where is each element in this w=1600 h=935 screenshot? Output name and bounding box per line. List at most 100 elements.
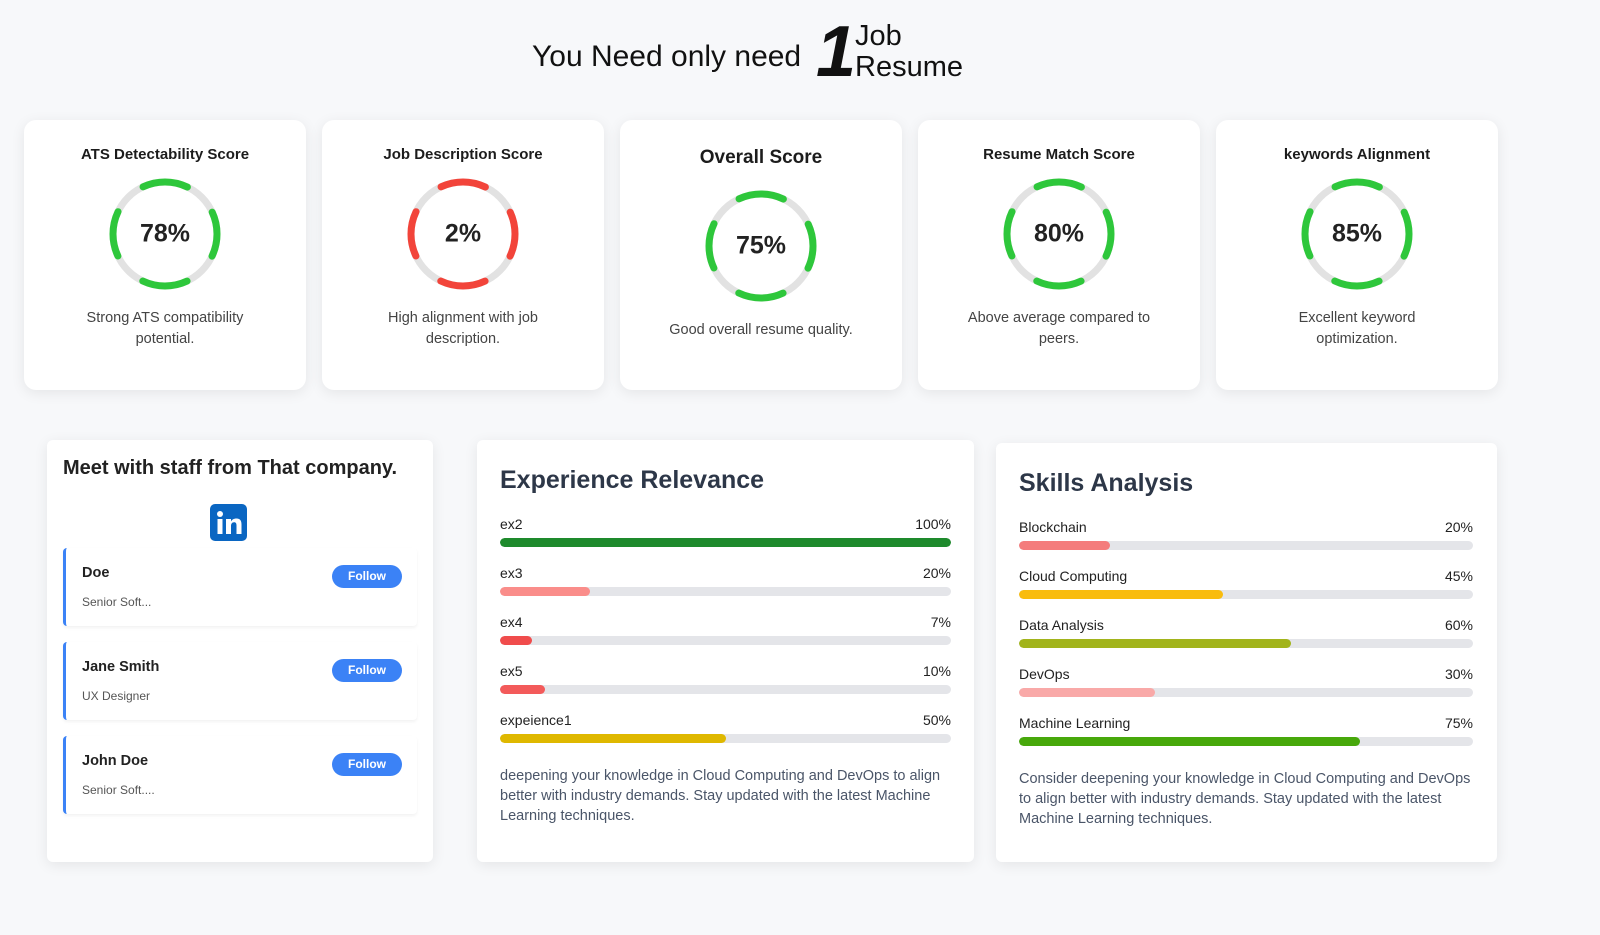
- row-label: ex5: [500, 663, 523, 679]
- score-ring: 78%: [109, 178, 221, 290]
- follow-button[interactable]: Follow: [332, 565, 402, 588]
- bar-track: [500, 587, 951, 596]
- ring-arc: [1003, 178, 1115, 290]
- staff-title: Meet with staff from That company.: [63, 457, 398, 479]
- score-description: Above average compared to peers.: [967, 310, 1151, 347]
- person-role: Senior Soft...: [82, 595, 152, 609]
- follow-button[interactable]: Follow: [332, 659, 402, 682]
- section-note: deepening your knowledge in Cloud Comput…: [500, 768, 941, 824]
- row-value: 30%: [1444, 666, 1473, 682]
- row-label: expeience1: [500, 712, 572, 728]
- score-description: High alignment with job description.: [388, 310, 538, 347]
- score-card: Job Description Score 2% High alignment wi…: [322, 120, 604, 390]
- score-card: keywords Alignment 85% Excellent keyword o…: [1216, 120, 1498, 390]
- score-label: 85%: [1332, 220, 1382, 248]
- header-tagline: Job Resume: [855, 21, 963, 83]
- bar-fill: [500, 636, 532, 645]
- score-card: Overall Score 75% Good overall resume qual…: [620, 120, 902, 390]
- ring-arc: [1301, 178, 1413, 290]
- score-ring: 2%: [407, 178, 519, 290]
- score-label: 75%: [736, 232, 786, 260]
- row-value: 60%: [1444, 617, 1473, 633]
- bar-track: [500, 538, 951, 547]
- row-value: 50%: [922, 712, 951, 728]
- skills-card: Skills Analysis Blockchain 20% Cloud Comput…: [996, 443, 1497, 862]
- row-value: 20%: [1444, 519, 1473, 535]
- row-label: Machine Learning: [1019, 715, 1131, 731]
- row-label: ex2: [500, 516, 523, 532]
- bar-fill: [1019, 541, 1110, 550]
- bar-fill: [500, 685, 546, 694]
- score-label: 78%: [140, 220, 190, 248]
- row-label: ex3: [500, 565, 523, 581]
- bar-track: [1019, 639, 1473, 648]
- staff-person: John Doe Senior Soft.... Follow: [63, 736, 417, 814]
- bar-fill: [500, 734, 726, 743]
- person-role: Senior Soft....: [82, 783, 155, 797]
- score-description: Excellent keyword optimization.: [1298, 310, 1416, 347]
- row-value: 45%: [1444, 568, 1473, 584]
- score-description: Good overall resume quality.: [669, 322, 853, 338]
- score-title: ATS Detectability Score: [80, 146, 250, 163]
- score-card: ATS Detectability Score 78% Strong ATS com…: [24, 120, 306, 390]
- score-ring: 75%: [705, 190, 817, 302]
- section-title: Skills Analysis: [1019, 469, 1194, 497]
- icon-n: [226, 518, 242, 534]
- icon-dot: [217, 511, 223, 517]
- bar-fill: [1019, 639, 1292, 648]
- bar-track: [500, 636, 951, 645]
- header-number: 1: [816, 12, 857, 92]
- bar-fill: [1019, 590, 1224, 599]
- score-ring: 85%: [1301, 178, 1413, 290]
- ring-arc: [407, 178, 519, 290]
- follow-button[interactable]: Follow: [332, 753, 402, 776]
- bar-track: [1019, 688, 1473, 697]
- tagline-line: Resume: [855, 51, 963, 83]
- row-label: DevOps: [1019, 666, 1070, 682]
- score-label: 80%: [1034, 220, 1084, 248]
- score-label: 2%: [445, 220, 481, 248]
- bar-fill: [1019, 737, 1360, 746]
- row-value: 100%: [915, 516, 951, 532]
- bar-track: [1019, 590, 1473, 599]
- bar-track: [500, 734, 951, 743]
- row-value: 20%: [922, 565, 951, 581]
- score-title: Overall Score: [699, 147, 823, 168]
- header-title: You Need only need: [532, 40, 802, 73]
- ring-arc: [109, 178, 221, 290]
- row-label: Blockchain: [1019, 519, 1087, 535]
- tagline-line: Job: [855, 20, 902, 52]
- bar-track: [1019, 541, 1473, 550]
- ring-arc: [705, 190, 817, 302]
- bar-track: [500, 685, 951, 694]
- person-role: UX Designer: [82, 689, 151, 703]
- score-title: Resume Match Score: [983, 146, 1135, 163]
- linkedin-icon: [210, 504, 247, 541]
- row-label: Data Analysis: [1019, 617, 1104, 633]
- score-title: keywords Alignment: [1283, 146, 1431, 163]
- icon-stem: [217, 519, 223, 534]
- person-name: Doe: [82, 565, 110, 581]
- row-value: 10%: [922, 663, 951, 679]
- row-value: 7%: [930, 614, 951, 630]
- staff-card: Meet with staff from That company. Doe Sen…: [47, 440, 433, 862]
- row-value: 75%: [1444, 715, 1473, 731]
- person-name: Jane Smith: [82, 659, 160, 675]
- bar-fill: [500, 587, 591, 596]
- score-ring: 80%: [1003, 178, 1115, 290]
- experience-card: Experience Relevance ex2 100% ex3 20% ex4 7% ex…: [477, 440, 974, 862]
- bar-track: [1019, 737, 1473, 746]
- staff-person: Jane Smith UX Designer Follow: [63, 642, 417, 720]
- bar-fill: [500, 538, 951, 547]
- score-description: Strong ATS compatibility potential.: [86, 310, 244, 347]
- section-title: Experience Relevance: [500, 466, 765, 494]
- staff-person: Doe Senior Soft... Follow: [63, 548, 417, 626]
- person-name: John Doe: [82, 753, 149, 769]
- score-card: Resume Match Score 80% Above average compa…: [918, 120, 1200, 390]
- row-label: Cloud Computing: [1019, 568, 1128, 584]
- score-title: Job Description Score: [383, 146, 543, 163]
- section-note: Consider deepening your knowledge in Clo…: [1019, 771, 1471, 827]
- bar-fill: [1019, 688, 1156, 697]
- row-label: ex4: [500, 614, 523, 630]
